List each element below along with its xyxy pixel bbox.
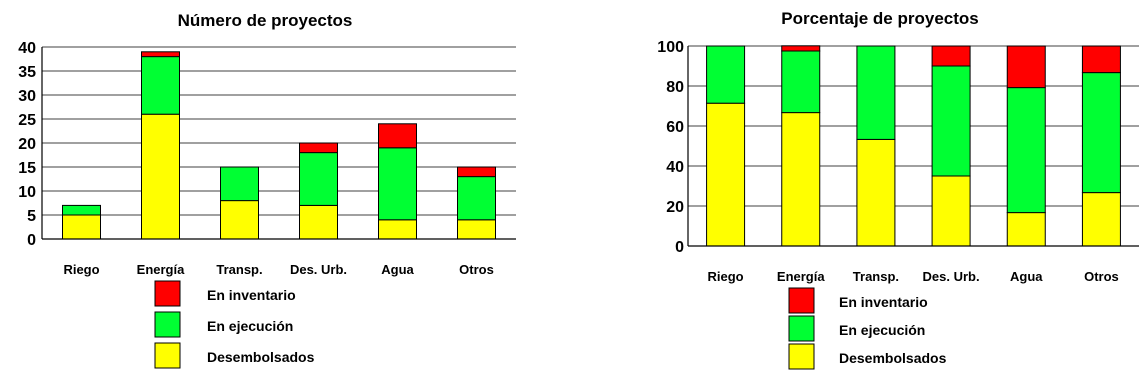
x-category-label: Riego — [63, 262, 99, 277]
legend-swatch — [154, 280, 181, 307]
x-category-label: Otros — [1084, 269, 1119, 284]
bar-segment — [457, 166, 496, 178]
x-category-label: Des. Urb. — [290, 262, 347, 277]
bar-segment — [141, 113, 180, 240]
legend-swatch — [154, 342, 181, 369]
bar-segment — [141, 56, 180, 115]
y-tick-label: 40 — [666, 159, 684, 176]
bar-segment — [706, 45, 746, 104]
bar-segment — [299, 204, 338, 240]
legend-swatch — [154, 311, 181, 338]
bar-segment — [931, 45, 971, 67]
y-tick-label: 15 — [18, 160, 36, 177]
x-category-label: Agua — [381, 262, 414, 277]
legend-label: En inventario — [839, 294, 928, 310]
y-tick-label: 30 — [18, 88, 36, 105]
y-tick-label: 80 — [666, 79, 684, 96]
legend-swatch — [788, 343, 815, 370]
legend-label: Desembolsados — [839, 350, 947, 366]
y-tick-label: 20 — [666, 199, 684, 216]
bar-segment — [378, 147, 417, 221]
y-tick-label: 0 — [675, 239, 684, 256]
bar-segment — [299, 152, 338, 206]
bar-segment — [1006, 45, 1046, 89]
bar-segment — [299, 142, 338, 154]
bar-segment — [856, 138, 896, 247]
bar-segment — [378, 219, 417, 240]
bar-segment — [1081, 72, 1121, 194]
bar-segment — [1006, 212, 1046, 247]
bar-segment — [931, 175, 971, 247]
legend-label: Desembolsados — [207, 349, 315, 365]
bar-segment — [781, 45, 821, 52]
chart-numero-proyectos: Número de proyectos 0 5 10 15 20 25 30 35 40 Rie… — [18, 11, 516, 369]
x-category-label: Energía — [777, 269, 825, 284]
bar-segment — [220, 200, 259, 240]
y-tick-label: 5 — [27, 208, 36, 225]
y-tick-label: 0 — [27, 232, 36, 249]
chart-title: Número de proyectos — [178, 11, 353, 30]
x-category-label: Otros — [459, 262, 494, 277]
bar-segment — [1081, 192, 1121, 247]
legend-swatch — [788, 315, 815, 342]
bar-segment — [62, 214, 101, 240]
x-category-label: Energía — [137, 262, 185, 277]
y-tick-label: 20 — [18, 136, 36, 153]
y-tick-label: 25 — [18, 112, 36, 129]
chart-title: Porcentaje de proyectos — [781, 9, 978, 28]
legend-label: En ejecución — [839, 322, 925, 338]
chart-porcentaje-proyectos: Porcentaje de proyectos 0 20 40 60 80 100 Rie… — [657, 9, 1139, 370]
y-tick-label: 60 — [666, 119, 684, 136]
bar-segment — [1081, 45, 1121, 74]
bar-segment — [781, 112, 821, 247]
bar-segment — [141, 51, 180, 58]
legend-label: En inventario — [207, 287, 296, 303]
bar-segment — [220, 166, 259, 202]
y-tick-label: 10 — [18, 184, 36, 201]
legend-label: En ejecución — [207, 318, 293, 334]
x-category-label: Agua — [1010, 269, 1043, 284]
bar-segment — [781, 50, 821, 114]
bar-segment — [1006, 87, 1046, 214]
bar-segment — [457, 219, 496, 240]
bar-segment — [706, 102, 746, 247]
bar-segment — [931, 65, 971, 177]
y-tick-label: 40 — [18, 40, 36, 57]
x-category-label: Transp. — [853, 269, 899, 284]
bar-segment — [62, 204, 101, 216]
legend-swatch — [788, 287, 815, 314]
bar-segment — [378, 123, 417, 149]
y-tick-label: 35 — [18, 64, 36, 81]
x-category-label: Riego — [708, 269, 744, 284]
x-category-label: Transp. — [216, 262, 262, 277]
bar-segment — [856, 45, 896, 140]
x-category-label: Des. Urb. — [923, 269, 980, 284]
bar-segment — [457, 176, 496, 221]
y-tick-label: 100 — [657, 39, 684, 56]
